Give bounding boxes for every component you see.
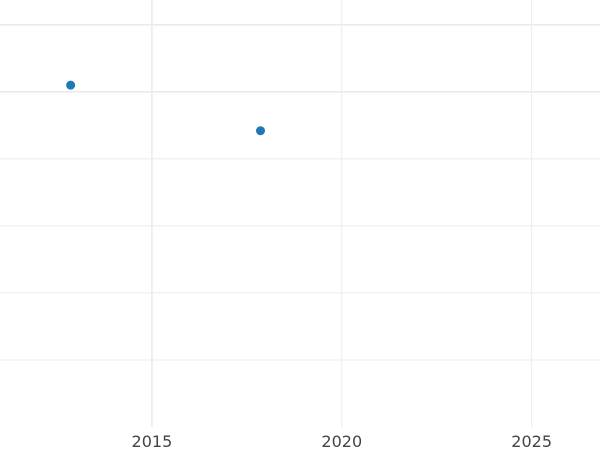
x-tick-label: 2020	[321, 432, 362, 450]
x-axis-ticks: 2015 2020 2025	[132, 432, 552, 450]
x-tick-label: 2025	[511, 432, 552, 450]
data-point	[66, 80, 76, 90]
x-tick-label: 2015	[132, 432, 173, 450]
data-point	[256, 126, 266, 136]
points	[66, 80, 266, 136]
grid	[0, 0, 600, 427]
